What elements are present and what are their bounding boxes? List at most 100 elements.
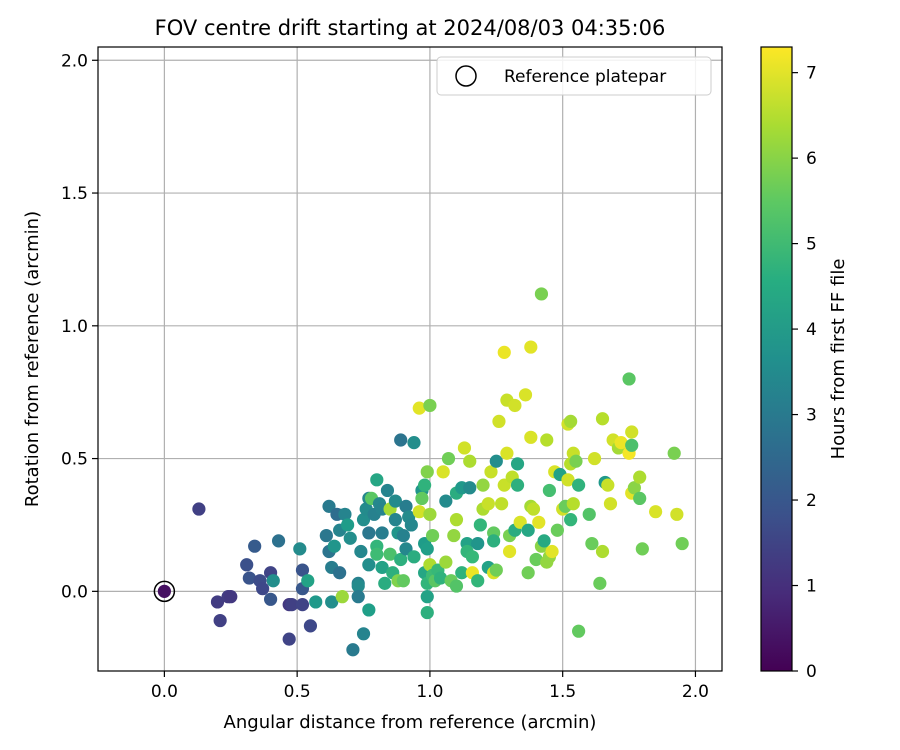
data-point	[341, 518, 355, 532]
data-point	[335, 590, 349, 604]
data-point	[425, 528, 440, 543]
data-point	[521, 566, 535, 580]
data-point	[550, 523, 564, 537]
data-point	[627, 481, 641, 495]
x-tick-label: 2.0	[682, 682, 709, 702]
data-point	[481, 497, 495, 511]
data-point	[407, 550, 421, 564]
data-point	[325, 595, 339, 609]
data-point	[670, 507, 684, 521]
data-point	[545, 544, 559, 559]
colorbar-tick-label: 7	[806, 64, 817, 84]
data-point	[502, 544, 517, 559]
legend-marker	[455, 65, 477, 87]
data-point	[338, 507, 352, 521]
data-point	[388, 494, 402, 508]
data-point	[210, 595, 225, 609]
data-point	[295, 598, 310, 612]
data-point	[463, 454, 477, 468]
data-point	[309, 595, 323, 609]
colorbar-tick-label: 5	[806, 235, 817, 255]
colorbar-label: Hours from first FF file	[828, 259, 849, 460]
colorbar	[760, 46, 793, 672]
chart-title: FOV centre drift starting at 2024/08/03 …	[155, 16, 666, 40]
x-tick-label: 0.5	[284, 682, 311, 702]
data-point	[415, 491, 429, 506]
data-point	[633, 470, 647, 484]
data-point	[240, 558, 254, 572]
data-point	[439, 555, 453, 569]
data-point	[566, 497, 580, 511]
data-point	[327, 539, 341, 553]
data-point	[532, 515, 546, 529]
data-point	[526, 502, 541, 516]
data-point	[388, 513, 402, 527]
data-point	[471, 574, 485, 588]
data-point	[157, 584, 171, 598]
data-point	[263, 592, 278, 606]
data-point	[569, 454, 583, 468]
data-point	[362, 603, 376, 617]
colorbar-ticks: 0 1 2 3 4 5 6 7	[792, 64, 817, 682]
data-point	[370, 547, 384, 561]
y-tick-label: 1.5	[61, 184, 88, 204]
data-point	[595, 544, 610, 559]
data-point	[489, 563, 503, 577]
data-point	[593, 576, 607, 590]
data-point	[484, 465, 498, 479]
colorbar-tick-label: 2	[806, 491, 817, 511]
data-point	[518, 388, 533, 402]
data-point	[423, 507, 437, 521]
data-point	[564, 513, 578, 527]
data-point	[271, 534, 286, 548]
legend-entry-reference: Reference platepar	[504, 67, 666, 87]
data-point	[667, 446, 681, 460]
data-point	[542, 483, 557, 498]
data-point	[354, 544, 368, 559]
data-point	[285, 598, 299, 612]
x-axis-label: Angular distance from reference (arcmin)	[224, 712, 597, 733]
data-point	[561, 473, 575, 487]
data-point	[420, 605, 434, 620]
y-tick-label: 0.0	[61, 582, 88, 602]
data-point	[396, 528, 410, 543]
plot-frame	[97, 46, 723, 672]
data-point	[495, 497, 509, 511]
data-point	[370, 473, 384, 487]
reference-platepar-marker	[153, 580, 176, 603]
data-point	[412, 401, 426, 415]
data-point	[473, 518, 487, 532]
data-point	[524, 430, 538, 444]
data-point	[540, 433, 554, 447]
data-point	[587, 451, 602, 466]
data-point	[601, 478, 615, 492]
data-point	[266, 574, 280, 588]
data-point	[449, 513, 464, 527]
data-point	[471, 536, 485, 551]
data-point	[510, 457, 525, 471]
data-point	[585, 536, 599, 551]
data-point	[595, 412, 610, 426]
data-point	[346, 643, 360, 657]
data-point	[537, 534, 551, 548]
data-point	[256, 582, 270, 596]
y-tick-label: 0.5	[61, 450, 88, 470]
data-point	[301, 574, 315, 588]
reference-marker	[153, 580, 176, 603]
data-point	[487, 534, 501, 548]
data-point	[192, 502, 206, 516]
y-tick-label: 2.0	[61, 51, 88, 71]
data-point	[362, 526, 376, 540]
colorbar-tick-label: 3	[806, 406, 817, 426]
data-point	[418, 478, 432, 492]
data-point	[380, 483, 395, 498]
data-point	[433, 571, 448, 585]
data-point	[614, 436, 628, 450]
data-point	[351, 579, 365, 593]
data-point	[295, 563, 310, 577]
data-point	[649, 505, 663, 519]
data-point	[497, 345, 511, 359]
data-point	[375, 526, 389, 540]
colorbar-tick-label: 6	[806, 149, 817, 169]
